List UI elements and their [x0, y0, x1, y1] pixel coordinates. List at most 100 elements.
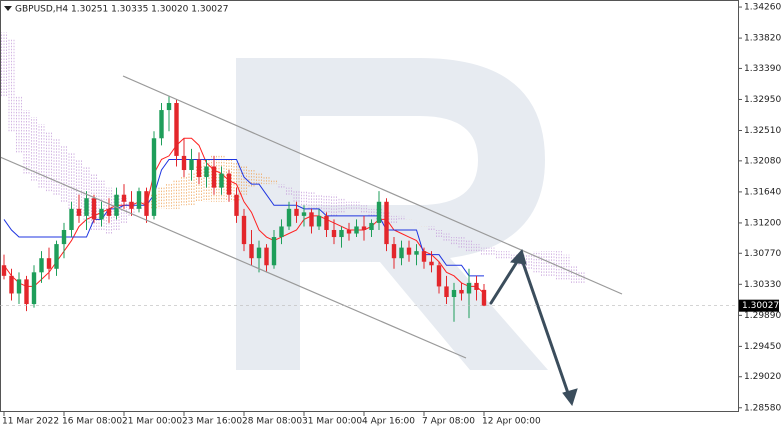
y-tick-label: 1.32950: [744, 95, 781, 105]
last-price-label: 1.30027: [742, 301, 779, 311]
y-tick-label: 1.32080: [744, 156, 781, 166]
candle-body: [444, 286, 449, 298]
last-price-box: [739, 299, 779, 312]
y-tick-label: 1.31640: [744, 187, 781, 197]
candle-body: [234, 194, 239, 216]
candle-body: [466, 282, 472, 294]
candle-body: [429, 261, 434, 266]
candle-body: [219, 173, 224, 188]
y-tick-label: 1.29890: [744, 311, 781, 321]
y-tick-label: 1.29020: [744, 372, 781, 382]
indicator-line: [3, 158, 484, 277]
x-tick-label: 21 Mar 00:00: [122, 417, 182, 427]
x-tick-label: 16 Mar 08:00: [62, 417, 122, 427]
arrow-down-head: [562, 388, 578, 407]
candle-body: [16, 279, 22, 294]
candle-body: [196, 159, 202, 178]
channel-upper: [122, 75, 623, 295]
channel: [0, 75, 623, 359]
candle-body: [46, 258, 52, 269]
y-tick-label: 1.31200: [744, 218, 781, 228]
candle-body: [69, 208, 74, 230]
candle-body: [414, 251, 419, 255]
x-tick-label: 7 Apr 08:00: [422, 417, 475, 427]
candle-body: [99, 208, 104, 220]
candle-body: [136, 191, 142, 209]
candle-body: [421, 251, 427, 262]
candle-body: [376, 201, 382, 223]
y-tick-label: 1.32510: [744, 126, 781, 136]
candle-body: [189, 159, 194, 171]
candle-body: [301, 212, 307, 216]
candle-body: [76, 208, 82, 216]
candle-body: [361, 226, 367, 230]
x-tick-label: 28 Mar 08:00: [242, 417, 302, 427]
candle-body: [459, 289, 464, 294]
candle-body: [9, 275, 14, 294]
channel-lower: [0, 156, 467, 359]
y-tick-label: 1.29450: [744, 342, 781, 352]
candle-body: [129, 201, 134, 209]
candle-body: [54, 244, 59, 269]
y-tick-label: 1.30330: [744, 280, 781, 290]
candle-body: [159, 110, 164, 139]
plot-frame: [0, 0, 739, 412]
candle-body: [451, 289, 457, 298]
candle-body: [331, 229, 337, 238]
candle-body: [369, 222, 374, 230]
candle-body: [264, 247, 269, 266]
menu-triangle: [4, 6, 12, 11]
candle-body: [481, 289, 487, 306]
y-tick-label: 1.34260: [744, 3, 781, 13]
candle-body: [1, 265, 7, 276]
x-tick-label: 11 Mar 2022: [2, 417, 59, 427]
plot-area: [1, 32, 585, 322]
indicator-line: [3, 137, 485, 294]
candle-body: [474, 282, 479, 290]
candle-body: [339, 229, 344, 238]
arrow-down: [519, 255, 571, 398]
candle-body: [151, 138, 157, 216]
candle-body: [211, 166, 217, 188]
candle-body: [279, 226, 284, 238]
x-tick-label: 4 Apr 16:00: [362, 417, 415, 427]
candle-body: [91, 198, 97, 220]
candle-body: [436, 265, 442, 287]
y-tick-label: 1.33820: [744, 34, 781, 44]
candle-body: [181, 155, 187, 171]
candle-body: [294, 208, 299, 216]
candle-body: [406, 247, 412, 255]
forecast-arrows: [489, 249, 578, 407]
y-tick-label: 1.33390: [744, 64, 781, 74]
candle-body: [84, 198, 89, 216]
candle-body: [226, 173, 232, 195]
candle-body: [384, 201, 389, 245]
candle-body: [346, 229, 352, 234]
candle-body: [106, 208, 112, 216]
candle-body: [324, 215, 329, 230]
x-tick-label: 31 Mar 00:00: [302, 417, 362, 427]
candle-body: [204, 166, 209, 178]
candle-body: [316, 215, 322, 227]
y-tick-label: 1.28580: [744, 403, 781, 413]
x-tick-label: 12 Apr 00:00: [482, 417, 541, 427]
watermark-bowl: [300, 58, 548, 370]
x-tick-label: 23 Mar 16:00: [182, 417, 242, 427]
candle-body: [114, 194, 119, 216]
candle-body: [174, 103, 179, 156]
candle-body: [286, 208, 292, 227]
candle-body: [61, 229, 67, 245]
axes: 1.34260 1.33820 1.33390 1.32950 1.32510 1.320…: [0, 3, 781, 427]
arrow-up: [489, 255, 522, 305]
candle-body: [24, 279, 29, 305]
candle-body: [309, 212, 314, 227]
candle-body: [399, 247, 404, 259]
candle-body: [391, 244, 397, 259]
candle-body: [39, 258, 44, 273]
candle-body: [166, 103, 172, 111]
candle-body: [249, 244, 254, 259]
chart-title: GBPUSD,H4 1.30251 1.30335 1.30020 1.3002…: [15, 5, 228, 15]
candle-body: [256, 247, 262, 259]
candle-body: [144, 191, 149, 216]
